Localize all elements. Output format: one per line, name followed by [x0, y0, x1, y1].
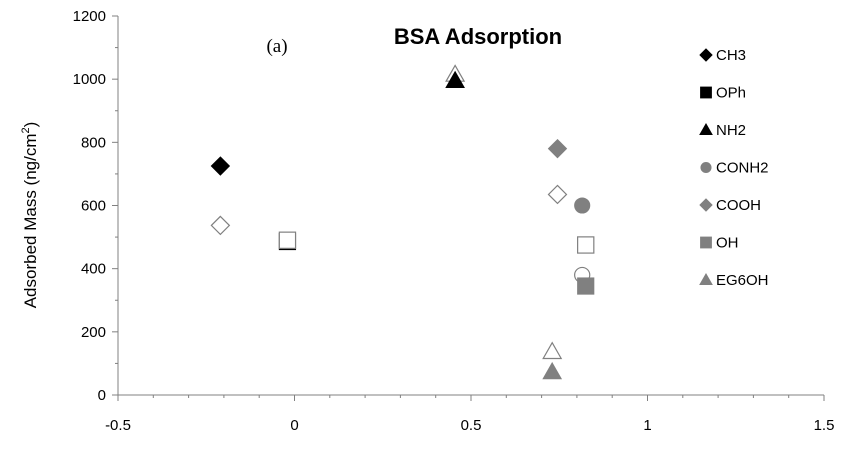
y-tick-label: 1200: [73, 8, 106, 25]
point-cooh-filled: [547, 138, 568, 159]
x-tick-label: 0: [290, 417, 298, 434]
point-ch3-open: [210, 215, 231, 236]
legend-label-cooh: COOH: [716, 197, 761, 214]
x-tick-label: 1.5: [814, 417, 835, 434]
series-oh: [577, 236, 595, 295]
legend-label-conh2: CONH2: [716, 160, 769, 177]
point-oh-filled: [577, 277, 595, 295]
legend-item-conh2: CONH2: [700, 160, 769, 177]
series-oph: [278, 231, 297, 251]
x-tick-label: -0.5: [105, 417, 131, 434]
y-tick-label: 1000: [73, 71, 106, 88]
series-eg6oh: [542, 341, 563, 380]
legend-label-oph: OPh: [716, 85, 746, 102]
legend-label-oh: OH: [716, 235, 739, 252]
legend-item-oph: OPh: [700, 85, 746, 102]
x-tick-label: 0.5: [461, 417, 482, 434]
x-axis: -0.5 0 0.5 1 1.5: [105, 394, 835, 434]
point-ch3-filled: [210, 156, 231, 176]
y-axis-title-end: ): [21, 122, 40, 128]
legend-marker-cooh: [699, 198, 713, 212]
series-nh2: [445, 64, 466, 88]
legend-marker-ch3: [699, 48, 713, 62]
y-tick-label: 600: [81, 198, 106, 215]
panel-label: (a): [266, 36, 287, 57]
legend-marker-eg6oh: [699, 272, 713, 285]
y-axis-title: Adsorbed Mass (ng/cm2): [20, 122, 40, 309]
legend-marker-oph: [700, 86, 712, 99]
y-axis-title-main: Adsorbed Mass (ng/cm: [21, 134, 40, 309]
legend-marker-nh2: [699, 122, 713, 135]
point-conh2-filled: [574, 197, 591, 214]
legend-item-eg6oh: EG6OH: [699, 272, 769, 289]
legend-item-nh2: NH2: [699, 122, 746, 139]
point-nh2-filled: [445, 70, 465, 88]
legend-label-nh2: NH2: [716, 122, 746, 139]
point-oph-open: [278, 231, 297, 249]
y-tick-label: 400: [81, 261, 106, 278]
y-axis-title-sup: 2: [20, 127, 32, 133]
point-eg6oh-filled: [542, 361, 563, 380]
point-cooh-open: [547, 184, 568, 205]
legend-marker-oh: [700, 236, 712, 249]
data-points: [210, 64, 595, 380]
y-tick-label: 800: [81, 134, 106, 151]
legend: CH3 OPh NH2 CONH2 COOH OH EG6OH: [699, 47, 769, 289]
legend-label-ch3: CH3: [716, 47, 746, 64]
legend-item-oh: OH: [700, 235, 739, 252]
point-eg6oh-open: [542, 341, 563, 360]
legend-item-cooh: COOH: [699, 197, 761, 214]
point-oh-open: [577, 236, 595, 254]
series-ch3: [210, 156, 231, 236]
y-tick-label: 200: [81, 324, 106, 341]
legend-item-ch3: CH3: [699, 47, 746, 64]
series-cooh: [547, 138, 568, 205]
x-tick-label: 1: [643, 417, 651, 434]
legend-marker-conh2: [700, 161, 712, 174]
y-axis: 0 200 400 600 800 1000 1200: [73, 8, 119, 404]
chart-title: BSA Adsorption: [394, 24, 562, 49]
legend-label-eg6oh: EG6OH: [716, 272, 769, 289]
y-tick-label: 0: [98, 387, 106, 404]
